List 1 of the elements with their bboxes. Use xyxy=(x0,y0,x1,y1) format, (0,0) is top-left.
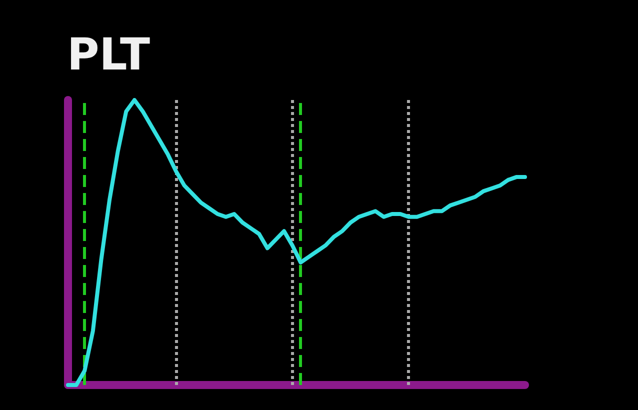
chart-title: PLT xyxy=(67,30,150,80)
